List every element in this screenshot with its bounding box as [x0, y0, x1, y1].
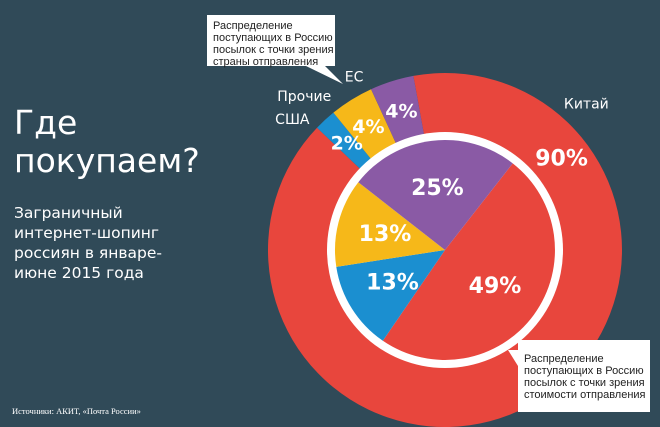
inner-callout-line-4: стоимости отправления [524, 389, 646, 401]
outer-callout-text: Распределение поступающих в Россию посыл… [213, 20, 337, 68]
outer-callout-box [207, 15, 343, 84]
country-label-other: Прочие [277, 89, 331, 105]
outer-label-eu: 4% [385, 101, 417, 123]
outer-callout-line-2: поступающих в Россию [213, 32, 333, 44]
inner-label-china: 49% [469, 274, 522, 299]
outer-callout-line-3: посылок с точки зрения [213, 44, 334, 56]
subtitle: Заграничный интернет-шопинг россиян в ян… [14, 204, 162, 282]
outer-label-usa: 2% [331, 132, 363, 154]
inner-callout-line-3: посылок с точки зрения [524, 377, 645, 389]
inner-label-eu: 25% [411, 176, 464, 201]
inner-slice-eu [358, 140, 513, 250]
country-label-eu: ЕС [345, 70, 364, 86]
inner-pie [334, 140, 555, 360]
inner-callout-box [508, 340, 650, 412]
page-title: Где покупаем? [14, 103, 200, 180]
outer-label-other: 4% [352, 116, 384, 138]
outer-callout-line-1: Распределение [213, 20, 293, 32]
outer-callout: Распределение поступающих в Россию посыл… [207, 15, 343, 84]
country-label-usa: США [275, 112, 310, 128]
inner-callout-line-2: поступающих в Россию [524, 365, 644, 377]
source-note: Источники: АКИТ, «Почта России» [12, 406, 141, 416]
inner-callout-line-1: Распределение [524, 353, 604, 365]
inner-label-other: 13% [359, 222, 412, 247]
inner-callout-text: Распределение поступающих в Россию посыл… [524, 353, 648, 401]
outer-callout-line-4: страны отправления [213, 56, 318, 68]
country-label-china: Китай [564, 96, 609, 112]
inner-slice-usa [336, 250, 445, 341]
inner-slice-china [382, 163, 555, 360]
inner-label-usa: 13% [366, 271, 419, 296]
outer-label-china: 90% [535, 146, 588, 171]
inner-slice-other [334, 182, 445, 267]
inner-callout: Распределение поступающих в Россию посыл… [508, 340, 650, 412]
